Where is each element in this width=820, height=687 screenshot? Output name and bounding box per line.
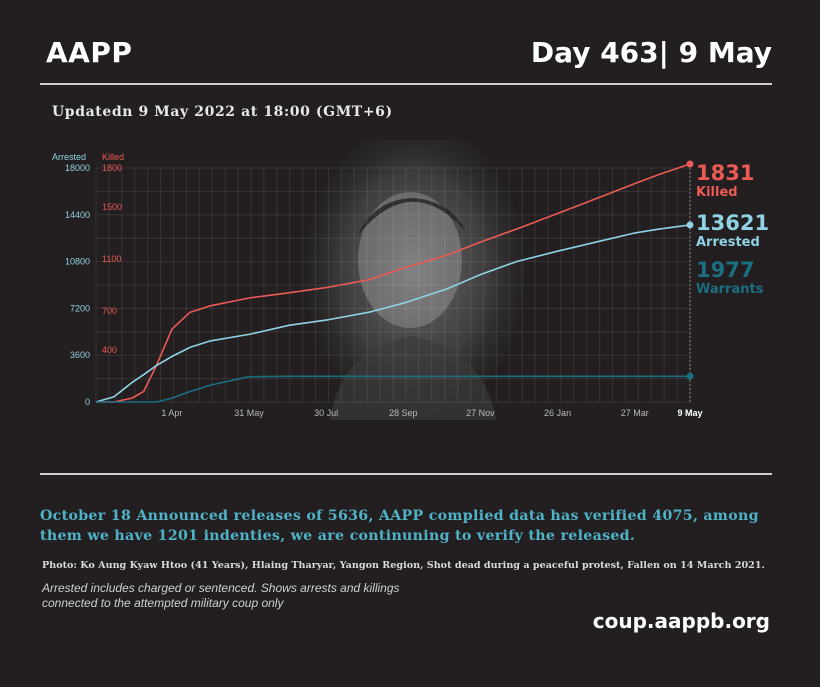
- casualty-chart: Arrested Killed 0 3600 7200 10800 14400 18000 40…: [52, 140, 769, 420]
- chart-grid: [95, 167, 691, 403]
- release-note: October 18 Announced releases of 5636, A…: [40, 508, 759, 544]
- x-tick-label: 30 Jul: [314, 408, 338, 418]
- website-url[interactable]: coup.aappb.org: [592, 609, 770, 633]
- top-divider: [40, 83, 772, 85]
- y-left-tick-label: 7200: [70, 303, 90, 313]
- bottom-divider: [40, 473, 772, 475]
- day-counter: Day 463| 9 May: [530, 36, 772, 69]
- series-endpoint-arrested: [686, 221, 694, 229]
- end-value-label: 1977: [696, 258, 754, 282]
- victim-portrait-photo: [305, 140, 525, 420]
- series-endpoint-killed: [686, 160, 694, 168]
- end-series-label: Warrants: [696, 282, 764, 297]
- y-right-tick-label: 1500: [102, 202, 122, 212]
- series-endpoint-warrants: [686, 372, 694, 380]
- y-right-tick-label: 1100: [102, 254, 121, 264]
- y-left-tick-label: 14400: [65, 210, 90, 220]
- end-value-label: 13621: [696, 211, 769, 235]
- updated-timestamp: Updatedn 9 May 2022 at 18:00 (GMT+6): [52, 104, 393, 120]
- end-series-label: Killed: [696, 185, 738, 200]
- x-tick-label: 9 May: [677, 408, 702, 418]
- series-line-arrested: [95, 224, 691, 403]
- end-series-label: Arrested: [696, 235, 760, 250]
- x-tick-label: 27 Nov: [466, 408, 495, 418]
- x-tick-label: 27 Mar: [621, 408, 649, 418]
- y-left-tick-label: 18000: [65, 163, 90, 173]
- photo-caption: Photo: Ko Aung Kyaw Htoo (41 Years), Hla…: [42, 560, 765, 571]
- y-left-tick-label: 0: [85, 397, 90, 407]
- brand-title: AAPP: [46, 36, 133, 69]
- series-line-killed: [96, 163, 691, 403]
- x-tick-label: 26 Jan: [544, 408, 571, 418]
- y-right-tick-label: 400: [102, 345, 117, 355]
- left-axis-title: Arrested: [52, 152, 86, 162]
- series-line-warrants: [96, 375, 690, 403]
- y-left-tick-label: 10800: [65, 257, 90, 267]
- footnote: Arrested includes charged or sentenced. …: [42, 581, 400, 610]
- x-tick-label: 28 Sep: [389, 408, 418, 418]
- x-tick-label: 1 Apr: [161, 408, 182, 418]
- right-axis-title: Killed: [102, 152, 124, 162]
- y-right-tick-label: 1800: [102, 163, 122, 173]
- x-tick-label: 31 May: [234, 408, 264, 418]
- y-right-tick-label: 700: [102, 306, 117, 316]
- end-value-label: 1831: [696, 161, 754, 185]
- y-left-tick-label: 3600: [70, 350, 90, 360]
